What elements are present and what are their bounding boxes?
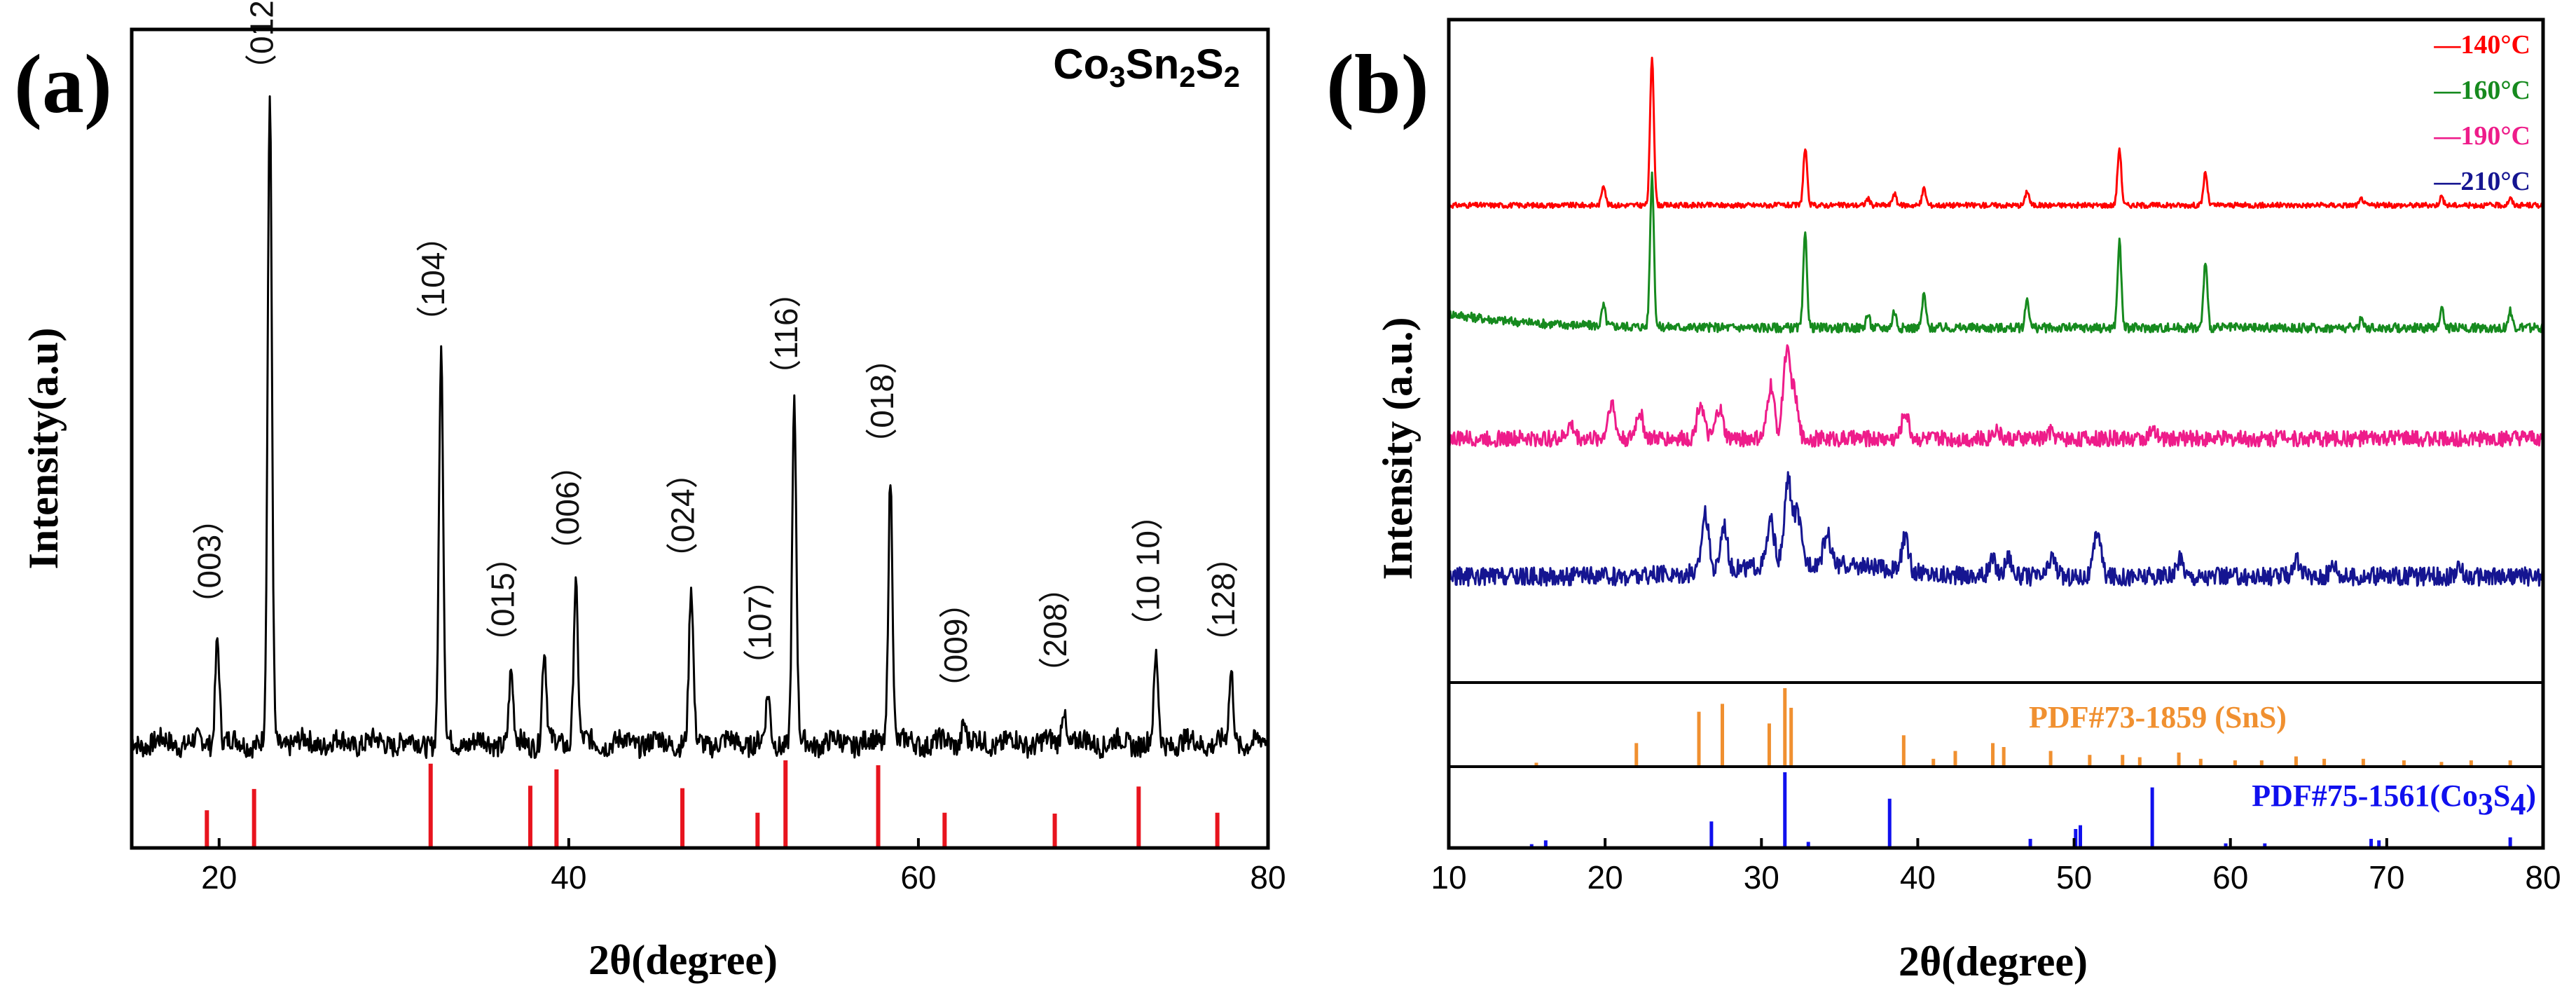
legend-entry: —190°C: [2433, 121, 2530, 151]
panel-a-compound-title: Co3Sn2S2: [1053, 41, 1240, 93]
x-tick-label: 60: [2212, 859, 2248, 896]
x-tick-label: 20: [201, 859, 237, 896]
hkl-label: （104）: [415, 220, 451, 338]
hkl-label: （107）: [741, 563, 778, 682]
text-part: 2: [1179, 60, 1195, 93]
x-tick-label: 60: [900, 859, 936, 896]
hkl-label: （024）: [665, 456, 701, 575]
text-part: 2: [1224, 60, 1240, 93]
hkl-label: （015）: [485, 540, 521, 659]
panel-a-label: (a): [14, 37, 112, 130]
x-tick-label: 20: [1587, 859, 1623, 896]
hkl-label: （009）: [937, 587, 974, 705]
panel-a-frame: [130, 27, 1270, 850]
hkl-label: （128）: [1205, 540, 1241, 659]
hkl-label: （10 10）: [1129, 498, 1166, 643]
panel-b-legend: —140°C —160°C —190°C —210°C: [2433, 30, 2530, 196]
text-part: Co: [1053, 41, 1109, 88]
text-part: 3: [2478, 787, 2493, 821]
legend-entry: —210°C: [2433, 167, 2530, 196]
series-trace-210c: [1447, 471, 2544, 587]
x-tick-label: 40: [1900, 859, 1936, 896]
panel-a-x-axis-title: 2θ(degree): [588, 937, 778, 983]
legend-entry: —140°C: [2433, 30, 2530, 60]
hkl-label: （012）: [243, 0, 280, 86]
reference-label: PDF#73-1859 (SnS): [2029, 700, 2287, 734]
text-part: PDF#75-1561(Co: [2252, 779, 2478, 813]
panel-b-x-ticks: 10 20 30 40 50 60 70 80: [1431, 838, 2561, 896]
hkl-label: （018）: [864, 342, 900, 460]
hkl-label: （208）: [1037, 571, 1073, 690]
panel-a-y-axis-title: Intensity(a.u): [20, 327, 67, 569]
x-tick-label: 80: [2525, 859, 2561, 896]
hkl-label: （116）: [768, 275, 804, 391]
series-trace-160c: [1447, 171, 2544, 334]
panel-a-xrd-trace: [130, 95, 1269, 760]
panel-a: (a) Intensity(a.u) 2θ(degree) Co3Sn2S2 （…: [14, 0, 1286, 983]
panel-b-x-axis-title: 2θ(degree): [1899, 938, 2088, 985]
x-tick-label: 50: [2056, 859, 2092, 896]
panel-b-label: (b): [1326, 37, 1429, 130]
text-part: Sn: [1126, 41, 1180, 88]
text-part: ): [2526, 779, 2536, 813]
text-part: S: [1196, 41, 1224, 88]
text-part: S: [2493, 779, 2510, 813]
x-tick-label: 10: [1431, 859, 1466, 896]
panel-b-y-axis-title: Intensity (a.u.): [1375, 317, 1421, 580]
x-tick-label: 70: [2369, 859, 2404, 896]
series-trace-140c: [1447, 56, 2544, 210]
hkl-label: （003）: [191, 502, 227, 621]
panel-a-reference-lines: [205, 760, 1220, 848]
x-tick-label: 80: [1250, 859, 1286, 896]
hkl-label: （006）: [549, 449, 586, 568]
panel-a-x-ticks: 20 40 60 80: [201, 838, 1286, 896]
text-part: PDF#73-1859 (SnS): [2029, 700, 2287, 734]
panel-b-xrd-traces: [1447, 56, 2544, 587]
series-trace-190c: [1447, 344, 2544, 448]
legend-entry: —160°C: [2433, 76, 2530, 105]
panel-b-frame: [1447, 18, 2545, 850]
panel-b-reference-panels: PDF#73-1859 (SnS) PDF#75-1561(Co3S4): [1529, 688, 2536, 848]
panel-a-hkl-labels: （003） （012） （104） （015） （006） （024） （107） （116）…: [191, 0, 1241, 704]
reference-label: PDF#75-1561(Co3S4): [2252, 779, 2536, 821]
text-part: 3: [1109, 60, 1125, 93]
panel-b: (b) Intensity (a.u.) 2θ(degree) —140°C—1…: [1326, 18, 2561, 985]
x-tick-label: 40: [551, 859, 586, 896]
text-part: 4: [2510, 787, 2526, 821]
x-tick-label: 30: [1744, 859, 1779, 896]
